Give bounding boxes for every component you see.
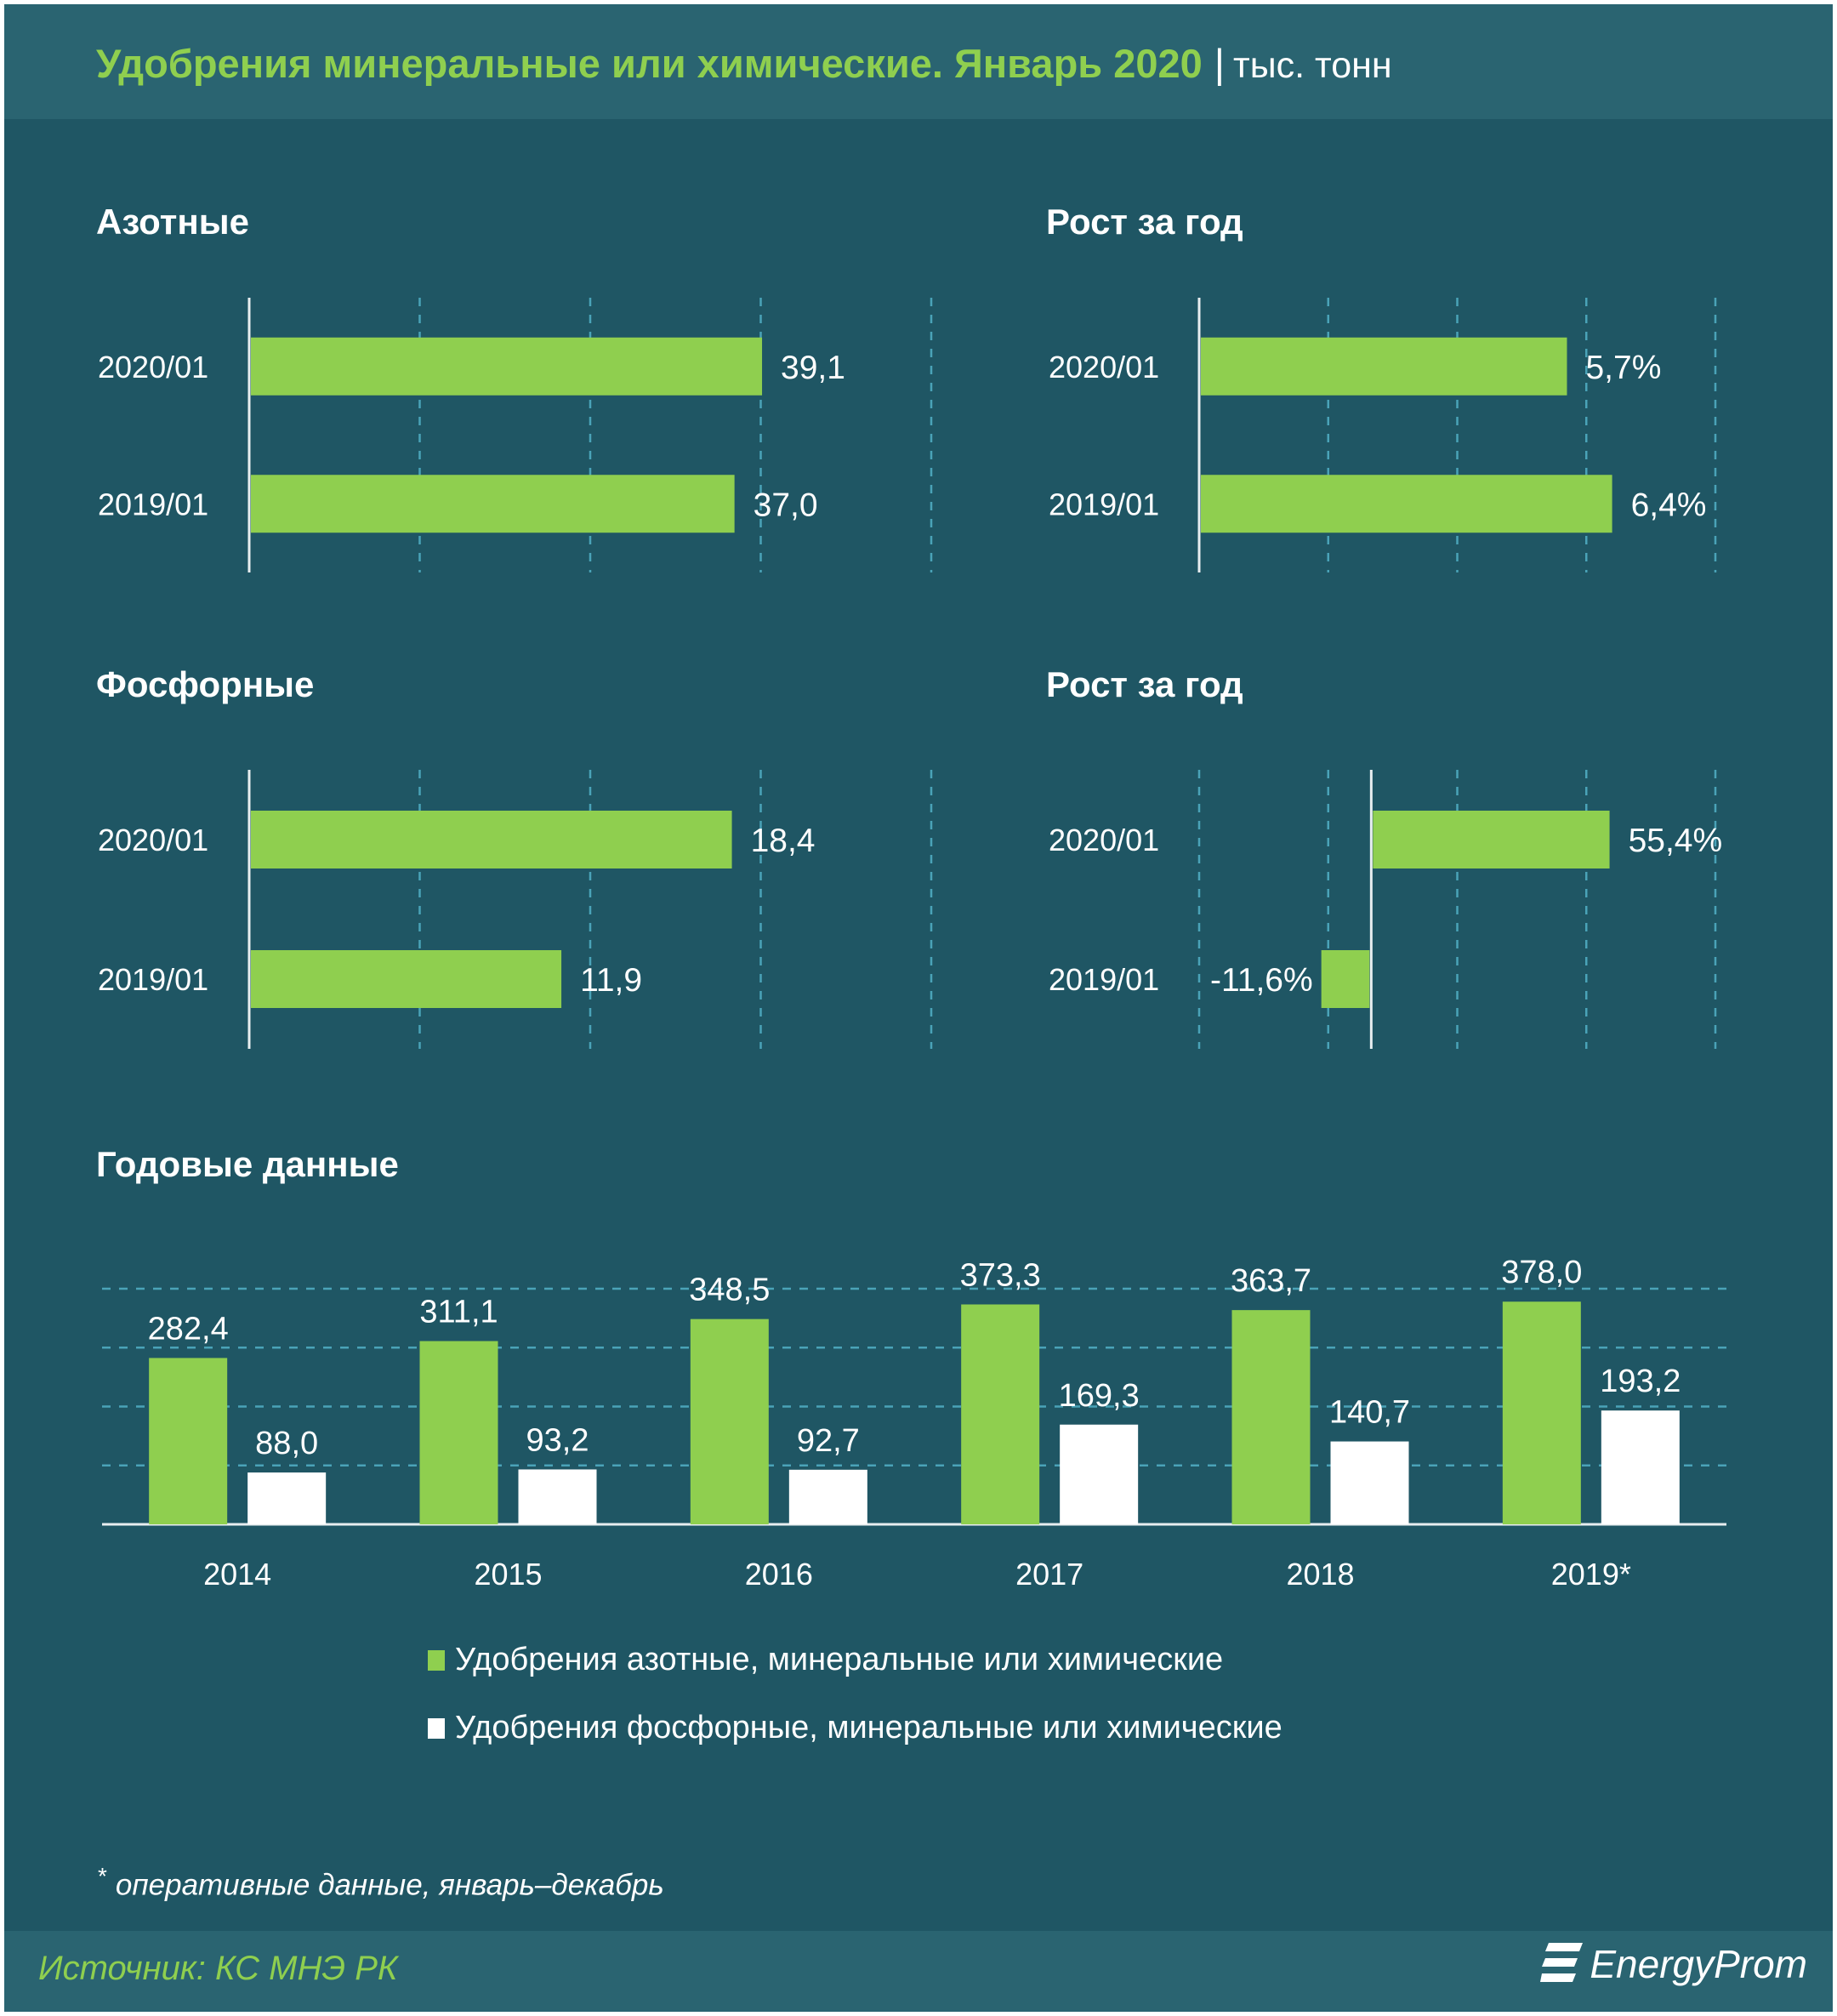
unit-label: тыс. тонн — [1233, 45, 1392, 86]
annual-category-label: 2014 — [203, 1557, 271, 1592]
charts-svg: 2020/01 39,1 2019/01 37,0 2020/01 5,7% 2019/01… — [98, 298, 1726, 1592]
annual-bar-phosphorus — [1330, 1441, 1409, 1524]
source-label: Источник: КС МНЭ РК — [38, 1950, 398, 1987]
annual-value-label-nitrogen: 282,4 — [148, 1311, 229, 1347]
legend-label-phosphorus: Удобрения фосфорные, минеральные или хим… — [455, 1710, 1282, 1745]
nitrogen-category-label: 2020/01 — [98, 350, 208, 384]
annual-bar-nitrogen — [1502, 1301, 1581, 1524]
title-separator: | — [1214, 41, 1226, 86]
annual-bar-phosphorus — [247, 1472, 327, 1524]
nitrogen-bar — [251, 475, 735, 533]
phosphorus-bar — [251, 811, 732, 868]
footnote-star: * — [98, 1863, 107, 1889]
legend-swatch-nitrogen — [428, 1649, 445, 1671]
footnote-text: оперативные данные, январь–декабрь — [115, 1868, 664, 1902]
nitrogen-value-label: 37,0 — [754, 487, 818, 523]
annual-value-label-phosphorus: 193,2 — [1600, 1364, 1681, 1399]
nitrogen-growth-bar — [1201, 337, 1567, 396]
energyprom-logo: EnergyProm — [1540, 1939, 1807, 2003]
nitrogen-growth-bar — [1201, 475, 1612, 533]
logo-text: EnergyProm — [1590, 1942, 1807, 1986]
phosphorus-growth-bar — [1373, 811, 1610, 868]
nitrogen-growth-panel-title: Рост за год — [1046, 202, 1243, 242]
annual-bar-phosphorus — [788, 1469, 867, 1524]
phosphorus-growth-bar — [1321, 950, 1370, 1008]
annual-value-label-phosphorus: 92,7 — [797, 1423, 860, 1459]
annual-category-label: 2016 — [745, 1557, 813, 1592]
annual-value-label-nitrogen: 311,1 — [419, 1295, 498, 1330]
page-title: Удобрения минеральные или химические. Ян… — [96, 41, 1203, 86]
annual-bar-nitrogen — [419, 1341, 498, 1524]
annual-value-label-nitrogen: 373,3 — [960, 1257, 1041, 1293]
annual-value-label-nitrogen: 363,7 — [1231, 1263, 1311, 1299]
footer-band: Источник: КС МНЭ РК EnergyProm — [4, 1931, 1833, 2012]
phosphorus-growth-category-label: 2019/01 — [1049, 962, 1159, 997]
annual-value-label-nitrogen: 378,0 — [1501, 1255, 1582, 1290]
phosphorus-growth-value-label: -11,6% — [1210, 962, 1313, 999]
annual-bar-phosphorus — [518, 1469, 597, 1524]
legend-item-phosphorus: Удобрения фосфорные, минеральные или хим… — [428, 1710, 1282, 1752]
nitrogen-growth-value-label: 5,7% — [1585, 350, 1661, 386]
legend: Удобрения азотные, минеральные или химич… — [428, 1642, 1282, 1778]
phosphorus-bar — [251, 950, 562, 1008]
phosphorus-panel-title: Фосфорные — [96, 664, 315, 704]
annual-bar-nitrogen — [1231, 1310, 1311, 1524]
legend-item-nitrogen: Удобрения азотные, минеральные или химич… — [428, 1642, 1282, 1684]
legend-label-nitrogen: Удобрения азотные, минеральные или химич… — [455, 1642, 1224, 1677]
legend-swatch-phosphorus — [428, 1717, 445, 1739]
nitrogen-bar — [251, 337, 763, 396]
phosphorus-value-label: 11,9 — [580, 962, 642, 999]
nitrogen-category-label: 2019/01 — [98, 487, 208, 521]
infographic: Удобрения минеральные или химические. Ян… — [4, 4, 1833, 2012]
annual-bar-nitrogen — [149, 1358, 228, 1524]
annual-category-label: 2019* — [1551, 1557, 1631, 1592]
annual-category-label: 2018 — [1286, 1557, 1354, 1592]
annual-value-label-nitrogen: 348,5 — [689, 1273, 770, 1308]
nitrogen-panel-title: Азотные — [96, 202, 249, 242]
annual-value-label-phosphorus: 93,2 — [526, 1422, 589, 1458]
nitrogen-growth-category-label: 2020/01 — [1049, 350, 1159, 384]
annual-bar-nitrogen — [961, 1304, 1040, 1524]
phosphorus-growth-panel-title: Рост за год — [1046, 664, 1243, 704]
title-block: Удобрения минеральные или химические. Ян… — [96, 40, 1392, 87]
phosphorus-growth-value-label: 55,4% — [1629, 823, 1723, 859]
nitrogen-growth-category-label: 2019/01 — [1049, 487, 1159, 521]
phosphorus-growth-category-label: 2020/01 — [1049, 823, 1159, 857]
annual-value-label-phosphorus: 169,3 — [1059, 1378, 1140, 1414]
phosphorus-value-label: 18,4 — [751, 823, 816, 859]
annual-bar-phosphorus — [1601, 1410, 1680, 1524]
phosphorus-category-label: 2020/01 — [98, 823, 208, 857]
energyprom-logo-icon — [1540, 1943, 1584, 1982]
annual-category-label: 2017 — [1015, 1557, 1083, 1592]
nitrogen-growth-value-label: 6,4% — [1631, 487, 1707, 523]
annual-panel-title: Годовые данные — [96, 1144, 399, 1184]
header-band: Удобрения минеральные или химические. Ян… — [4, 4, 1833, 119]
footnote: * оперативные данные, январь–декабрь — [98, 1863, 664, 1903]
phosphorus-category-label: 2019/01 — [98, 962, 208, 997]
annual-value-label-phosphorus: 140,7 — [1329, 1395, 1410, 1431]
annual-value-label-phosphorus: 88,0 — [255, 1426, 318, 1461]
annual-category-label: 2015 — [474, 1557, 542, 1592]
annual-bar-phosphorus — [1060, 1424, 1139, 1524]
nitrogen-value-label: 39,1 — [781, 350, 845, 386]
annual-bar-nitrogen — [690, 1318, 769, 1524]
